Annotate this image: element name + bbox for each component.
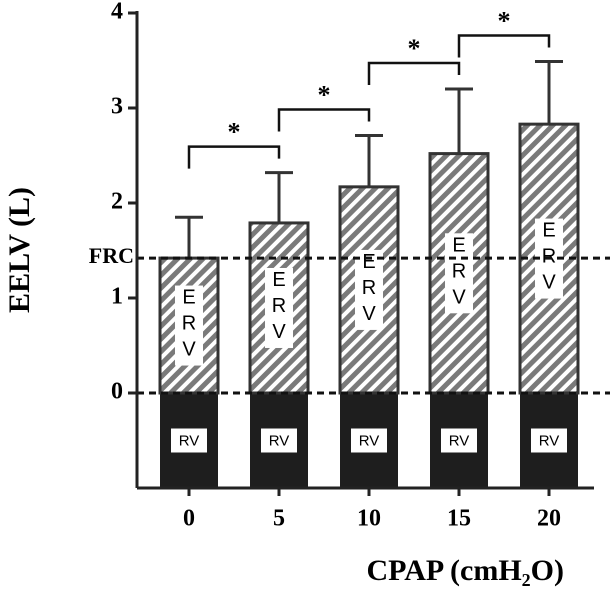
rv-label: RV [449,432,470,449]
x-tick-label: 0 [183,506,195,532]
erv-label: ERV [178,287,200,365]
erv-label-box [265,267,293,348]
y-axis-label: EELV (L) [3,187,36,313]
y-tick-label: 4 [111,0,123,25]
rv-label-box [261,428,297,453]
erv-label: ERV [358,251,380,329]
erv-label-box [355,249,383,330]
y-tick-label: 1 [111,284,123,310]
x-tick-label: 10 [357,506,381,532]
rv-label: RV [359,432,380,449]
x-axis-label: CPAP (cmH₂O) [366,554,564,587]
erv-label-box [445,233,473,314]
rv-label-box [351,428,387,453]
rv-label: RV [179,432,200,449]
significance-bracket [457,34,551,58]
erv-label: ERV [448,234,470,312]
significance-label: * [228,118,241,147]
x-tick-label: 15 [447,506,471,532]
significance-bracket [187,145,281,169]
erv-label: ERV [268,269,290,347]
y-tick-label: 2 [111,189,123,215]
significance-label: * [498,6,511,35]
y-tick-label: 0 [111,379,123,405]
x-tick-label: 20 [537,506,561,532]
rv-label-box [441,428,477,453]
rv-label: RV [539,432,560,449]
rv-label-box [171,428,207,453]
significance-bracket [367,61,461,85]
rv-label: RV [269,432,290,449]
x-tick-label: 5 [273,506,285,532]
y-tick-label: 3 [111,94,123,120]
rv-label-box [531,428,567,453]
erv-label-box [175,285,203,366]
significance-label: * [408,34,421,63]
significance-label: * [318,81,331,110]
significance-bracket [277,108,371,132]
reference-label: FRC [89,243,134,268]
